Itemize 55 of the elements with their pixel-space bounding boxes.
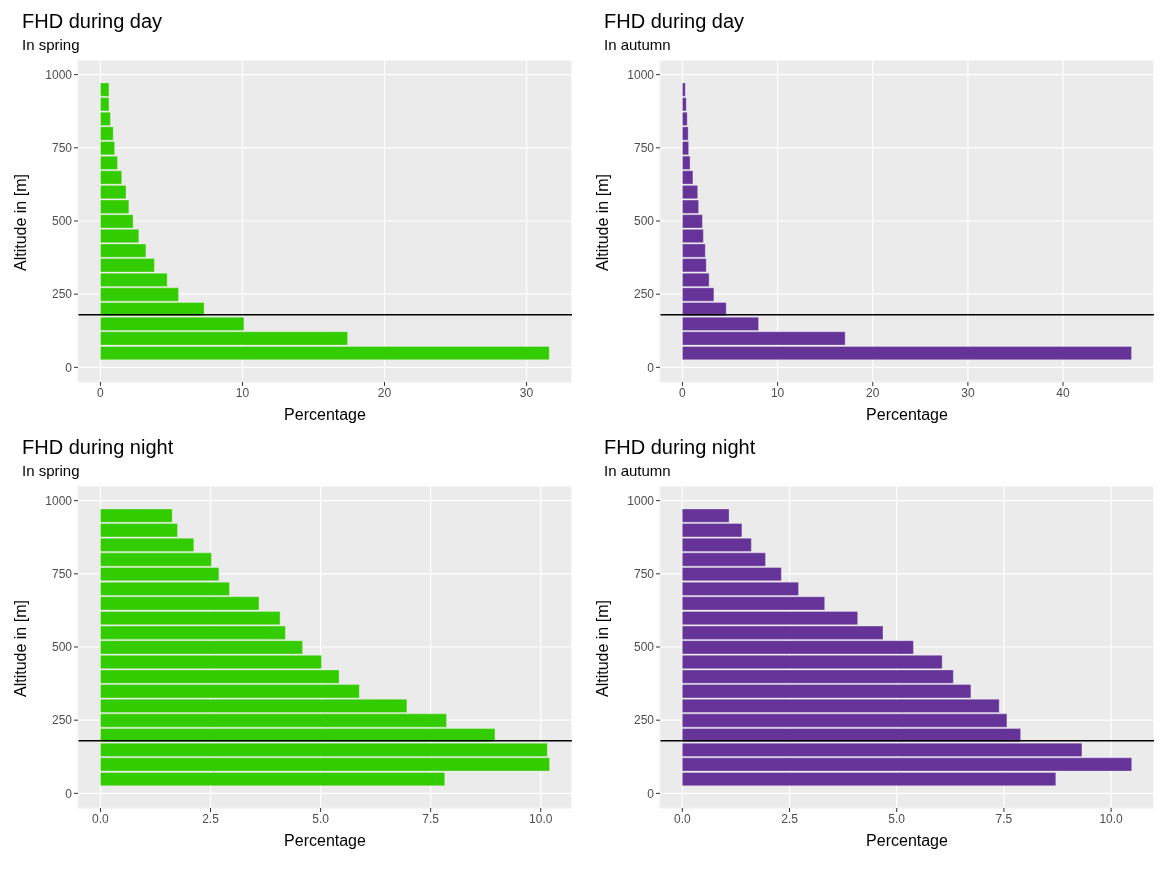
x-tick-label: 10.0	[1099, 811, 1124, 826]
x-tick-label: 10	[770, 385, 785, 400]
y-tick-label: 0	[65, 786, 73, 801]
y-tick-label: 0	[647, 786, 655, 801]
x-tick-label: 7.5	[422, 811, 440, 826]
chart-subtitle: In spring	[21, 461, 81, 481]
chart-subtitle: In spring	[21, 35, 81, 55]
x-tick-label: 0	[97, 385, 105, 400]
y-tick-label: 500	[633, 640, 655, 655]
y-axis-title: Altitude in [m]	[11, 600, 29, 697]
y-tick-label: 250	[633, 713, 655, 728]
y-axis-title: Altitude in [m]	[11, 174, 29, 271]
y-tick-label: 500	[51, 214, 73, 229]
x-tick-label: 20	[377, 385, 392, 400]
y-tick-label: 1000	[45, 67, 73, 82]
x-tick-label: 10.0	[529, 811, 553, 826]
y-tick-label: 250	[51, 287, 73, 302]
y-tick-label: 500	[51, 640, 73, 655]
x-tick-label: 7.5	[995, 811, 1013, 826]
y-axis-title: Altitude in [m]	[593, 174, 611, 271]
x-tick-label: 0	[679, 385, 687, 400]
x-axis-title: Percentage	[866, 406, 949, 423]
x-tick-label: 0.0	[92, 811, 110, 826]
y-tick-label: 750	[633, 567, 655, 582]
chart-title: FHD during day	[21, 9, 164, 34]
chart-subtitle: In autumn	[603, 35, 672, 55]
x-tick-label: 10	[235, 385, 250, 400]
x-tick-label: 5.0	[312, 811, 330, 826]
y-tick-label: 750	[51, 141, 73, 156]
x-tick-label: 40	[1056, 385, 1071, 400]
y-tick-label: 250	[51, 713, 73, 728]
x-tick-label: 5.0	[888, 811, 906, 826]
chart-subtitle: In autumn	[603, 461, 672, 481]
x-tick-label: 0.0	[673, 811, 691, 826]
chart-title: FHD during night	[21, 435, 175, 460]
y-tick-label: 750	[51, 567, 73, 582]
y-tick-label: 750	[633, 141, 655, 156]
x-tick-label: 2.5	[781, 811, 799, 826]
x-axis-title: Percentage	[284, 832, 367, 849]
y-tick-label: 500	[633, 214, 655, 229]
x-axis-title: Percentage	[866, 832, 949, 849]
y-tick-label: 0	[647, 360, 655, 375]
chart-title: FHD during day	[603, 9, 746, 34]
y-tick-label: 250	[633, 287, 655, 302]
y-tick-label: 1000	[627, 493, 655, 508]
y-axis-title: Altitude in [m]	[593, 600, 611, 697]
x-tick-label: 30	[961, 385, 975, 400]
x-axis-title: Percentage	[284, 406, 367, 423]
x-tick-label: 20	[866, 385, 880, 400]
y-tick-label: 1000	[627, 67, 655, 82]
y-tick-label: 1000	[45, 493, 73, 508]
x-tick-label: 2.5	[202, 811, 220, 826]
x-tick-label: 30	[519, 385, 534, 400]
y-tick-label: 0	[65, 360, 73, 375]
chart-title: FHD during night	[603, 435, 757, 460]
